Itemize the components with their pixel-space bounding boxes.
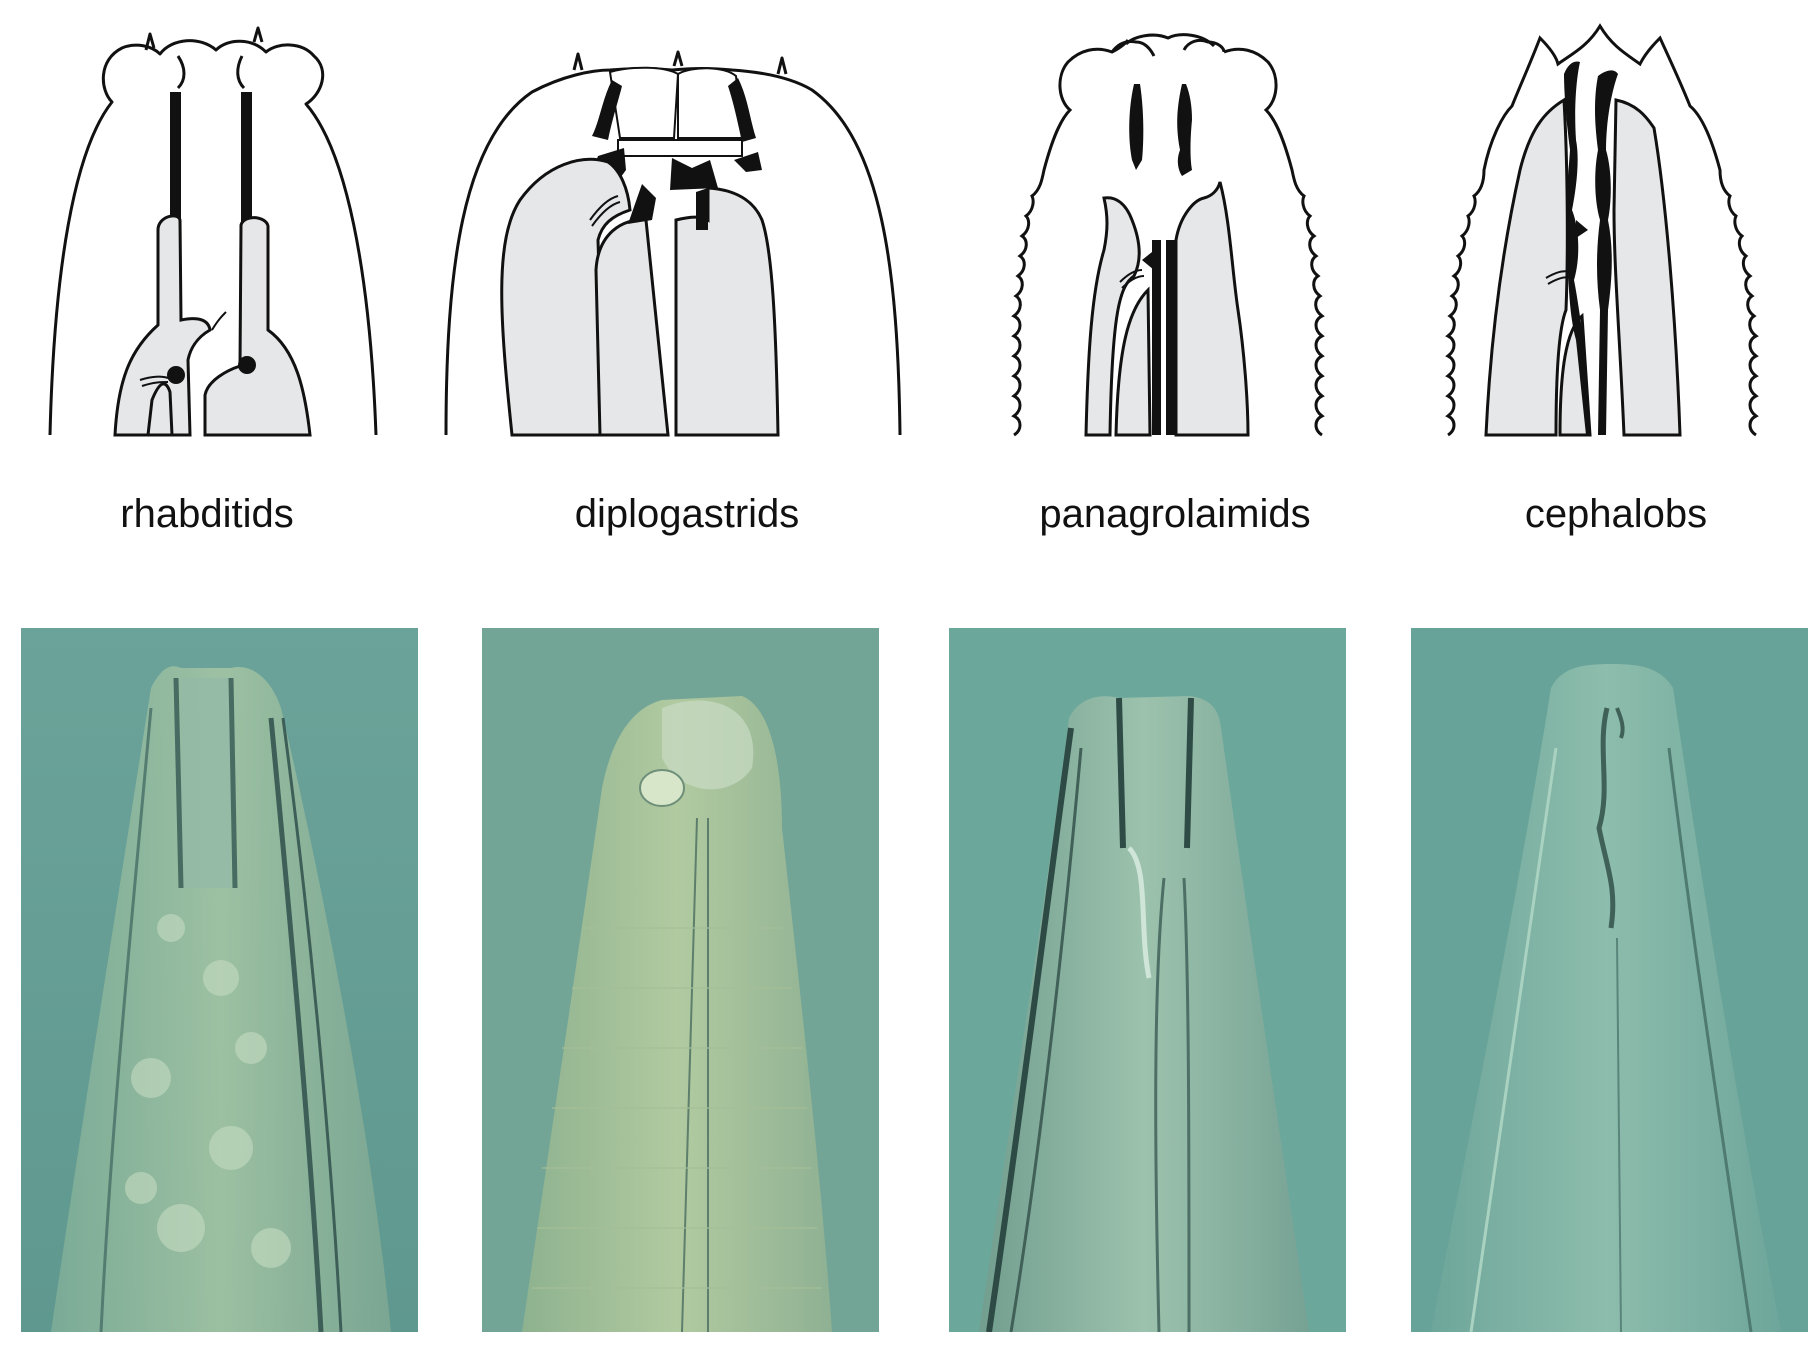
panagrolaimid-head-diagram [1008,20,1328,440]
label-cephalobs: cephalobs [1524,492,1708,536]
diplogastrid-head-diagram [442,20,912,440]
rhabditid-head-diagram [40,20,400,440]
label-rhabditids: rhabditids [120,492,294,536]
cephalob-micrograph [1411,628,1808,1332]
diplogastrid-micrograph [482,628,879,1332]
label-panagrolaimids: panagrolaimids [1039,492,1311,536]
rhabditid-micrograph [21,628,418,1332]
panagrolaimid-micrograph [949,628,1346,1332]
label-diplogastrids: diplogastrids [574,492,800,536]
cephalob-head-diagram [1440,20,1780,440]
